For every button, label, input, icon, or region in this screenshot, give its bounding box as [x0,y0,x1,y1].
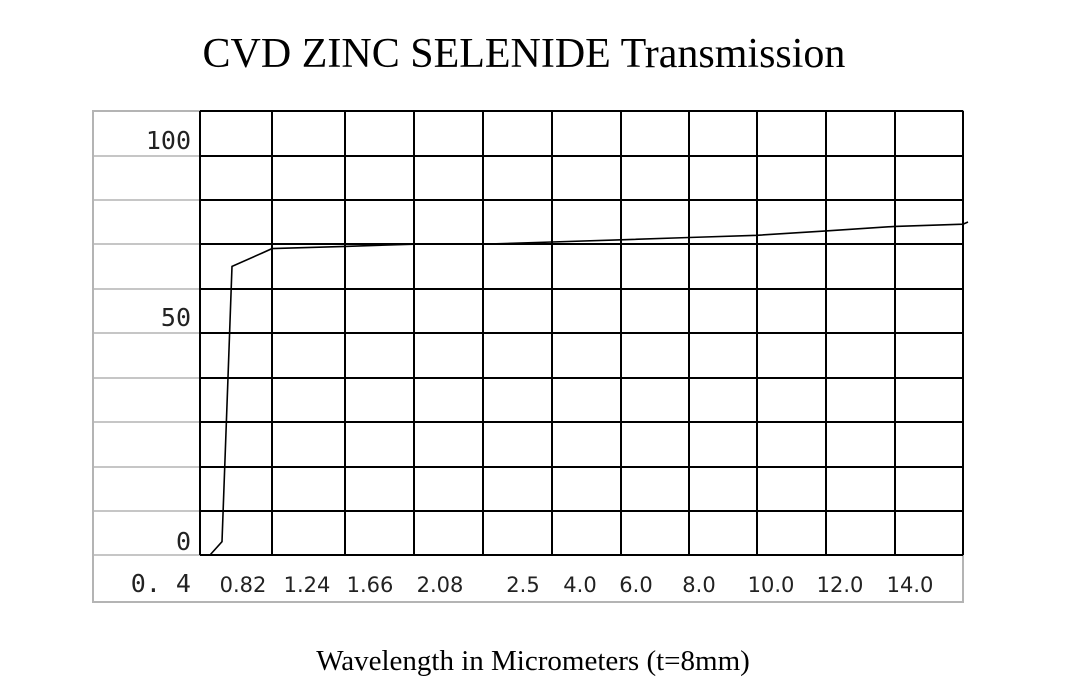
x-tick-label: 0.82 [220,573,267,597]
x-tick-label: 8.0 [682,573,715,597]
y-tick-label: 0 [176,527,191,556]
x-axis-title: Wavelength in Micrometers (t=8mm) [316,645,750,677]
y-tick-labels: 100 50 0 0. 4 [131,126,191,598]
y-tick-label: 50 [161,303,191,332]
label-gutter-lines [93,110,200,556]
x-tick-label: 6.0 [619,573,652,597]
x-tick-label: 10.0 [748,573,795,597]
transmission-series-line [209,221,969,556]
series-layer [209,221,969,556]
x-tick-label: 1.66 [347,573,394,597]
x-tick-label: 14.0 [887,573,934,597]
chart-title: CVD ZINC SELENIDE Transmission [202,31,846,77]
plot-grid [199,110,964,556]
x-tick-label: 2.5 [506,573,539,597]
outer-frame [92,110,964,603]
x-start-label: 0. 4 [131,569,191,598]
x-tick-labels: 0.82 1.24 1.66 2.08 2.5 4.0 6.0 8.0 10.0 12.0 14.0 [220,573,934,597]
y-tick-label: 100 [146,126,191,155]
x-tick-label: 4.0 [563,573,596,597]
x-tick-label: 2.08 [417,573,464,597]
x-tick-label: 1.24 [284,573,331,597]
x-tick-label: 12.0 [817,573,864,597]
